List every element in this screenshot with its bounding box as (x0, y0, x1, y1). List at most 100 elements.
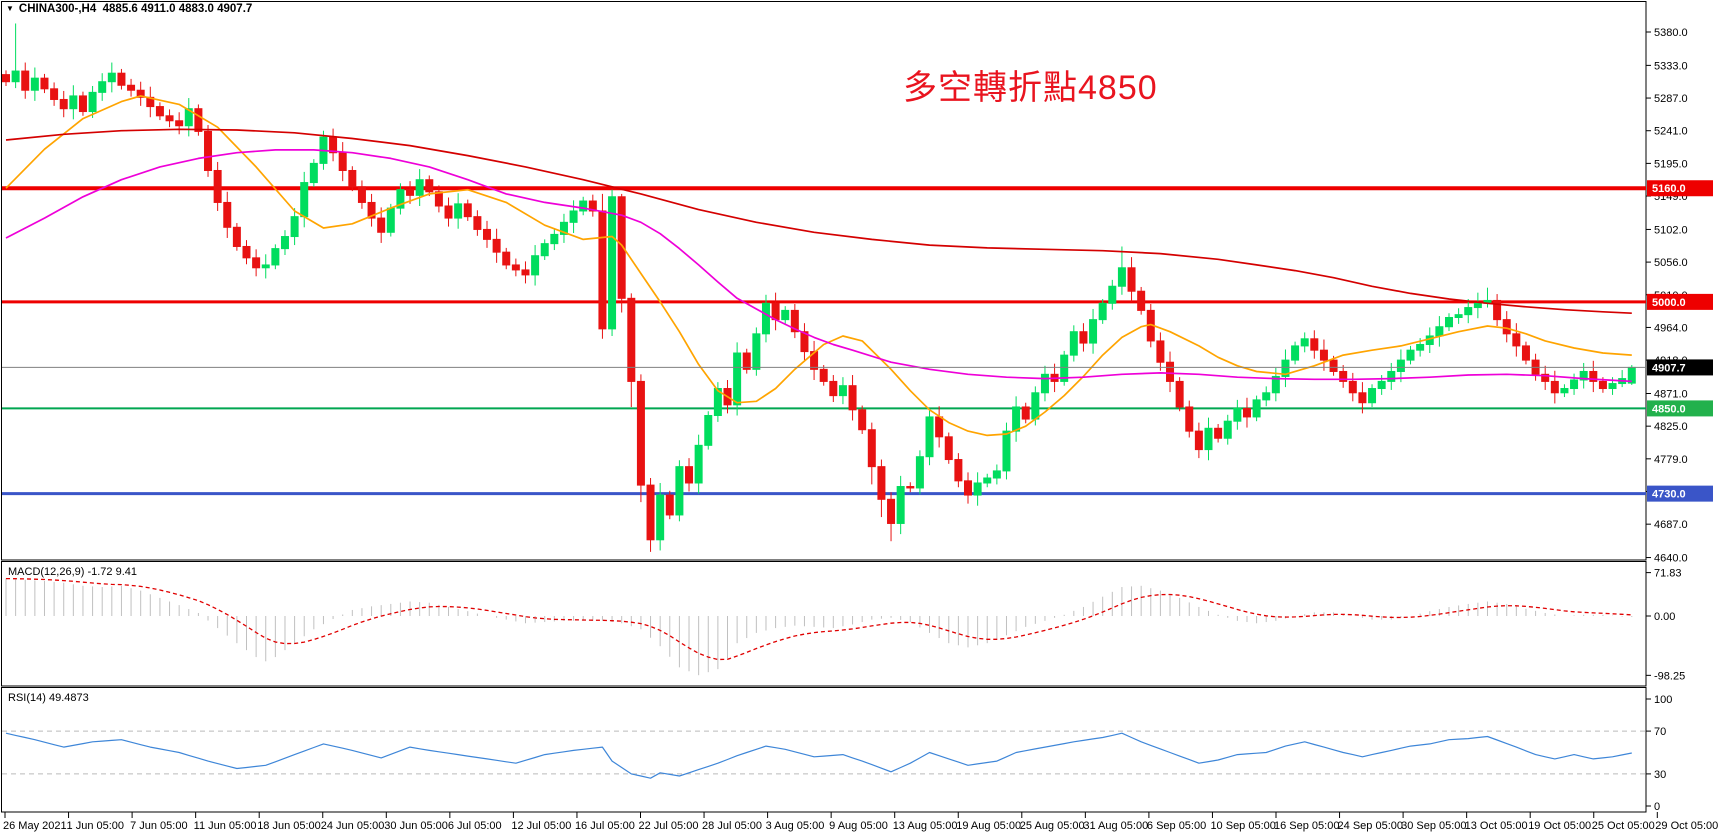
candle-up (656, 494, 665, 541)
candle-down (877, 466, 886, 500)
candle-up (1089, 319, 1098, 344)
price-badge-5160.0 (1647, 180, 1713, 197)
candle-down (194, 108, 203, 132)
candle-up (1377, 380, 1386, 390)
rsi-axis-label: 100 (1654, 694, 1672, 706)
candle-down (617, 196, 626, 299)
candle-up (1002, 430, 1011, 472)
candle-up (107, 72, 116, 83)
candle-down (810, 351, 819, 370)
candle-down (1358, 392, 1367, 404)
candle-down (252, 257, 261, 269)
candle-down (964, 480, 972, 496)
candle-up (752, 333, 761, 370)
candle-up (280, 236, 289, 250)
price-tick-label: 5056.0 (1654, 257, 1688, 269)
rsi-panel[interactable] (1, 687, 1647, 813)
candle-up (540, 243, 549, 257)
date-label: 6 Sep 05:00 (1147, 820, 1206, 832)
candle-up (608, 196, 617, 330)
candle-up (1012, 406, 1021, 432)
price-tick-label: 4825.0 (1654, 421, 1688, 433)
candle-down (155, 106, 164, 117)
candle-down (1310, 338, 1319, 351)
candle-up (1396, 359, 1405, 372)
macd-axis-label: 0.00 (1654, 611, 1675, 623)
candle-up (992, 470, 1001, 479)
candle-down (377, 217, 386, 233)
candle-down (483, 228, 491, 240)
candle-up (579, 200, 588, 212)
price-badge-4907.7 (1647, 359, 1713, 376)
candle-up (733, 352, 742, 406)
date-label: 26 May 2021 (3, 820, 67, 832)
date-label: 16 Jul 05:00 (575, 820, 635, 832)
candle-down (800, 331, 809, 353)
candle-down (1194, 430, 1203, 451)
candle-up (1570, 379, 1579, 390)
symbol-ohlc-text: CHINA300-,H4 4885.6 4911.0 4883.0 4907.7 (18, 3, 253, 15)
candle-up (386, 207, 395, 233)
candle-up (309, 162, 318, 184)
candle-down (819, 368, 828, 382)
price-badge-label: 4730.0 (1652, 489, 1686, 501)
candle-up (1117, 267, 1126, 287)
candle-down (1021, 406, 1030, 420)
date-label: 11 Jun 05:00 (194, 820, 257, 832)
candle-up (973, 482, 982, 496)
main-panel[interactable] (1, 1, 1647, 561)
candle-down (59, 98, 68, 110)
date-label: 28 Jul 05:00 (702, 820, 762, 832)
date-label: 29 Oct 05:00 (1655, 820, 1718, 832)
candle-up (290, 216, 299, 238)
price-tick-label: 5287.0 (1654, 93, 1688, 105)
macd-axis-label: 71.83 (1654, 568, 1682, 580)
candle-down (521, 269, 530, 276)
candle-up (1262, 392, 1271, 401)
candle-up (1473, 302, 1482, 309)
candle-down (136, 89, 145, 98)
macd-signal-line (5, 577, 1632, 661)
candle-down (1589, 370, 1598, 382)
candle-up (1204, 427, 1213, 451)
price-tick-label: 4640.0 (1654, 553, 1688, 565)
candle-up (1387, 370, 1396, 382)
candle-up (1454, 314, 1463, 319)
date-label: 19 Oct 05:00 (1528, 820, 1591, 832)
candle-up (713, 388, 722, 417)
date-label: 3 Aug 05:00 (766, 820, 825, 832)
candle-up (1416, 343, 1425, 351)
candle-down (1329, 359, 1338, 372)
date-label: 31 Aug 05:00 (1083, 820, 1148, 832)
candle-down (848, 385, 857, 411)
candle-up (184, 108, 193, 127)
candle-down (1214, 427, 1223, 439)
candle-up (915, 456, 924, 489)
candle-up (925, 416, 934, 458)
dropdown-arrow-icon[interactable]: ▼ (6, 4, 14, 13)
date-label: 30 Sep 05:00 (1401, 820, 1466, 832)
candle-down (165, 115, 174, 122)
candle-down (790, 309, 799, 333)
price-tick-label: 5102.0 (1654, 224, 1688, 236)
price-badge-5000.0 (1647, 293, 1713, 310)
macd-indicator-label: MACD(12,26,9) -1.72 9.41 (8, 566, 138, 578)
candle-up (983, 477, 992, 484)
candle-up (1579, 370, 1588, 381)
candle-down (1550, 380, 1559, 394)
candle-down (242, 245, 251, 259)
annotation-text: 多空轉折點4850 (903, 69, 1158, 107)
rsi-axis-label: 30 (1654, 769, 1666, 781)
candle-up (261, 264, 270, 269)
candle-down (636, 380, 645, 486)
candle-up (1464, 307, 1473, 316)
candle-down (204, 130, 213, 171)
ma-fast-orange-line (5, 95, 1632, 437)
price-tick-label: 4871.0 (1654, 388, 1688, 400)
candle-down (935, 416, 944, 438)
price-badge-label: 4907.7 (1652, 362, 1686, 374)
candle-down (232, 226, 241, 247)
ma-mid-magenta-line (5, 149, 1632, 383)
